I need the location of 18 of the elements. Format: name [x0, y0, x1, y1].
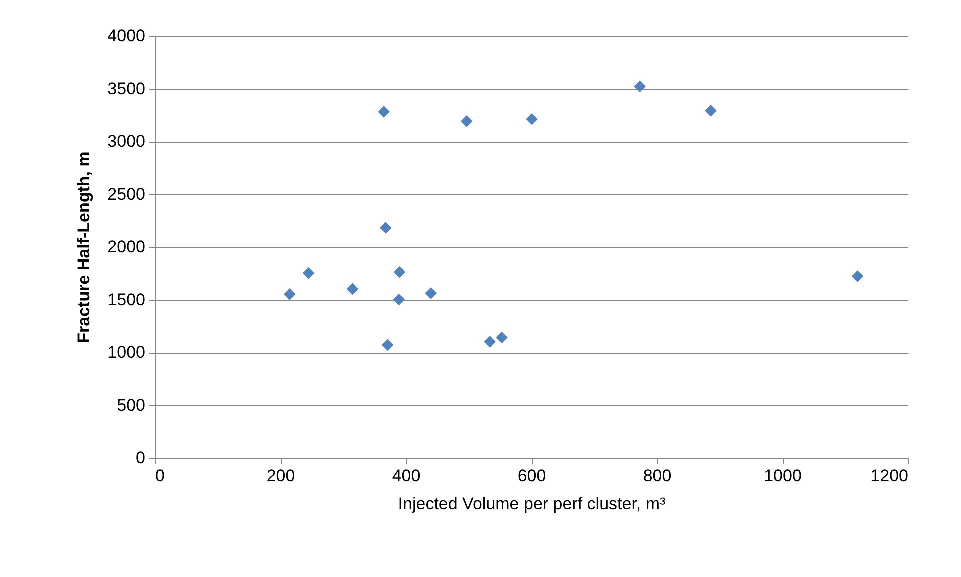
y-tick-label: 2000: [108, 238, 146, 256]
x-tick-label: 600: [518, 466, 546, 486]
x-tick-label: 800: [643, 466, 672, 486]
x-tick-label: 200: [266, 466, 296, 486]
y-tick-label: 4000: [108, 26, 146, 46]
x-tick-label: 1200: [870, 466, 908, 486]
x-axis-title: Injected Volume per perf cluster, m³: [398, 494, 666, 514]
y-axis-title: Fracture Half-Length, m: [74, 152, 94, 344]
y-tick-label: 3500: [108, 79, 146, 98]
x-tick-label: 0: [156, 466, 165, 486]
x-tick-label: 400: [392, 466, 421, 486]
y-tick-label: 3000: [108, 132, 146, 151]
x-tick-label: 1000: [764, 466, 802, 486]
y-tick-label: 1000: [108, 343, 146, 362]
y-tick-label: 500: [117, 396, 146, 415]
y-tick-label: 2500: [108, 184, 146, 204]
y-tick-label: 0: [136, 448, 146, 468]
y-tick-label: 1500: [108, 290, 146, 310]
